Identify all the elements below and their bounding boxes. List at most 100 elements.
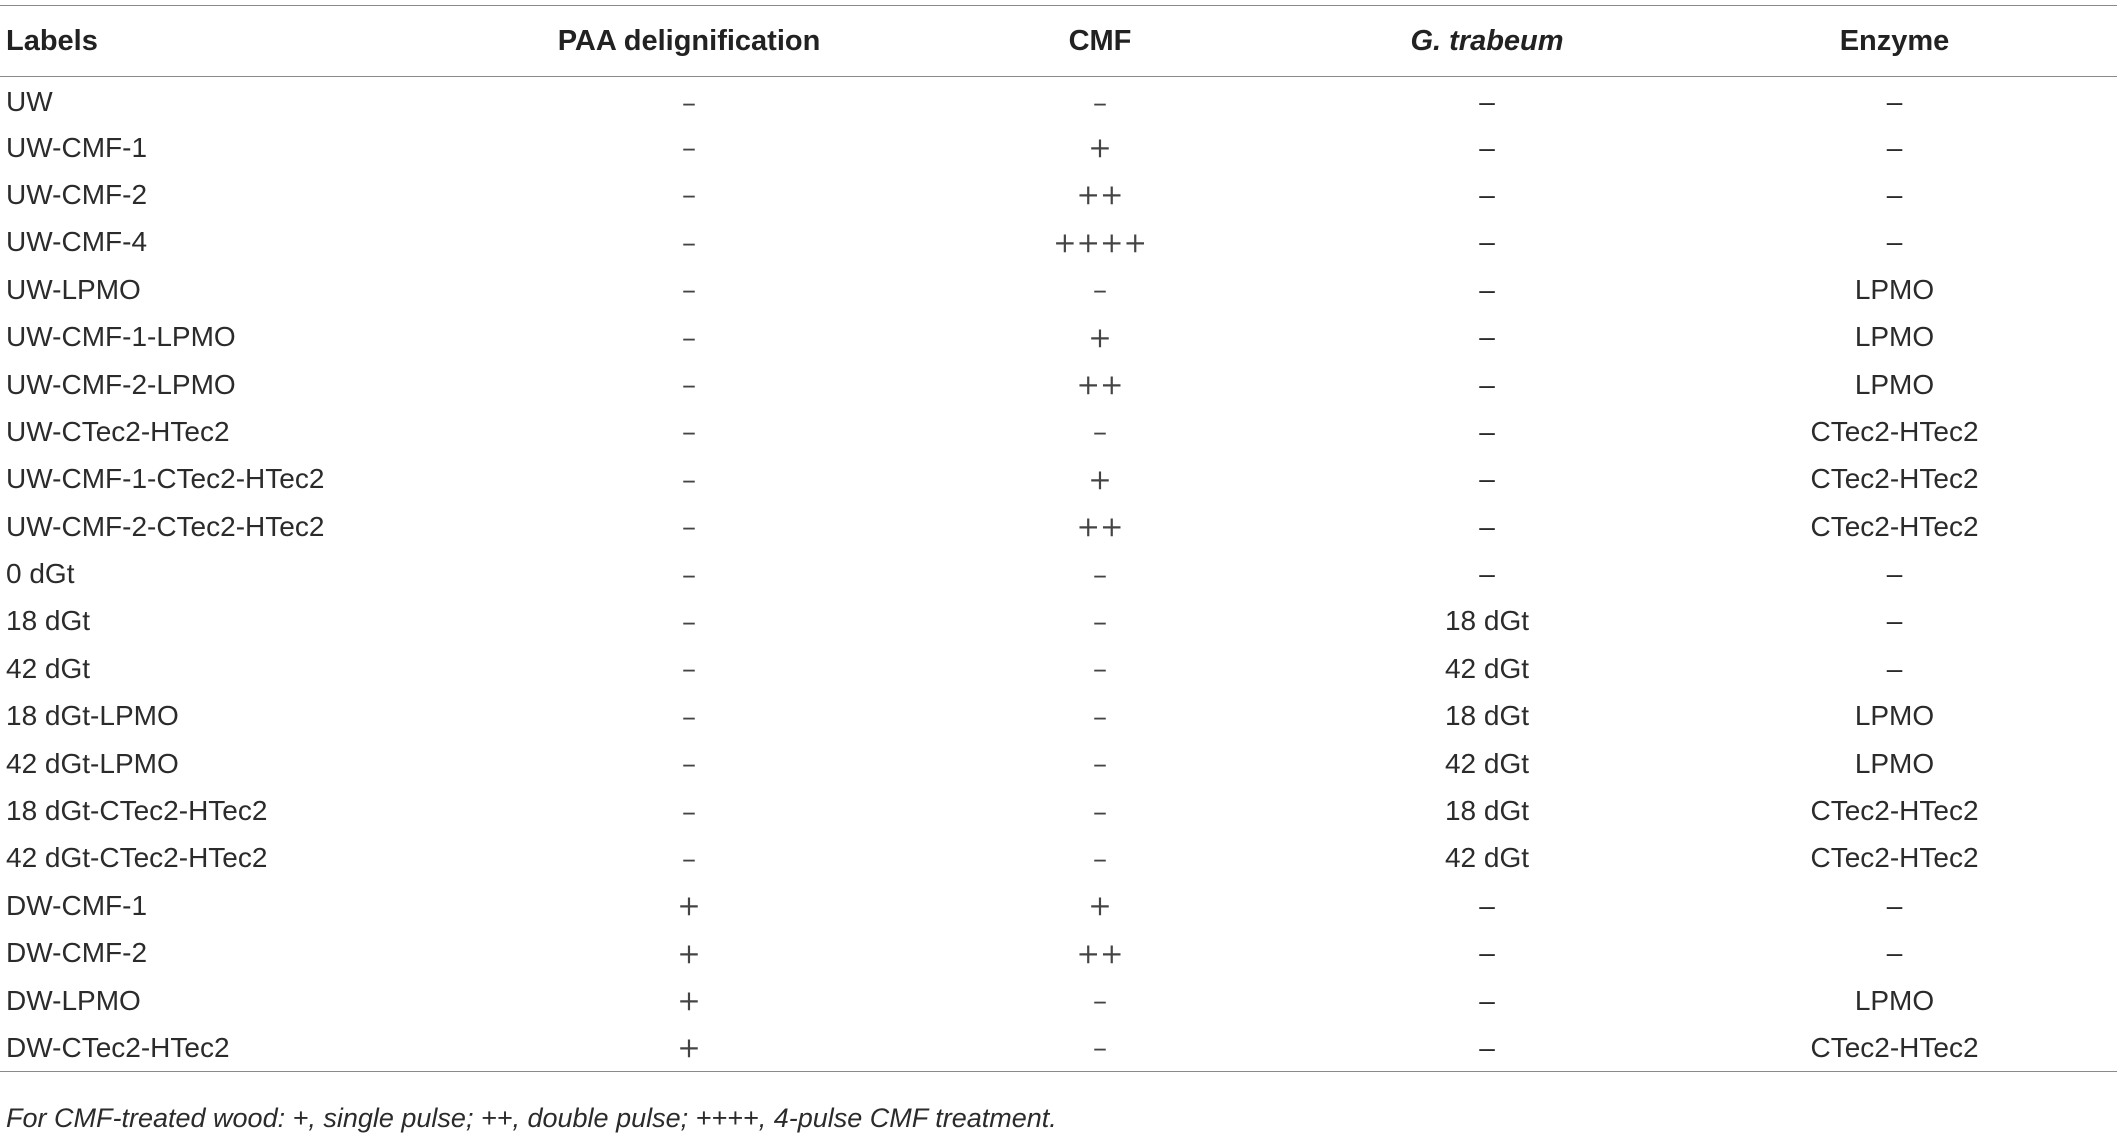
cell-enzyme: – [1886, 226, 1903, 258]
cell-label: DW-LPMO [6, 984, 141, 1016]
treatment-table-container: Labels PAA delignification CMF G. trabeu… [0, 5, 2117, 1072]
cell-g-trabeum: – [1479, 984, 1495, 1016]
cell-g-trabeum: – [1479, 415, 1495, 447]
cell-enzyme: CTec2-HTec2 [1810, 463, 1979, 495]
cell-cmf: – [1093, 841, 1107, 875]
cell-enzyme: – [1886, 86, 1903, 118]
cell-cmf: – [1093, 699, 1107, 733]
table-row: 42 dGt – – 42 dGt – [0, 645, 2117, 692]
table-row: UW-CMF-1 – + – – [0, 124, 2117, 171]
cell-paa: – [682, 604, 696, 638]
cell-g-trabeum: – [1479, 368, 1495, 400]
cell-label: 18 dGt-CTec2-HTec2 [6, 795, 268, 827]
cell-cmf: – [1093, 415, 1107, 449]
cell-cmf: – [1093, 747, 1107, 781]
cell-enzyme: LPMO [1854, 273, 1935, 305]
header-row: Labels PAA delignification CMF G. trabeu… [0, 5, 2117, 77]
table-row: UW-CMF-4 – ++++ – – [0, 219, 2117, 266]
cell-cmf: – [1093, 557, 1107, 591]
cell-enzyme: LPMO [1854, 321, 1935, 353]
cell-paa: + [677, 936, 701, 970]
cell-label: UW-CMF-1-LPMO [6, 321, 236, 353]
cell-label: UW-CMF-2 [6, 178, 148, 210]
cell-paa: – [682, 794, 696, 828]
cell-label: 42 dGt-CTec2-HTec2 [6, 842, 268, 874]
cell-cmf: ++ [1076, 368, 1124, 402]
cell-cmf: ++ [1076, 936, 1124, 970]
cell-enzyme: LPMO [1854, 747, 1935, 779]
cell-paa: + [677, 1031, 701, 1065]
header-paa-delignification: PAA delignification [557, 24, 821, 57]
cell-label: UW-CMF-1-CTec2-HTec2 [6, 463, 325, 495]
table-row: DW-LPMO + – – LPMO [0, 977, 2117, 1024]
table-row: UW-CMF-2 – ++ – – [0, 171, 2117, 218]
cell-enzyme: CTec2-HTec2 [1810, 795, 1979, 827]
cell-enzyme: – [1886, 937, 1903, 969]
cell-paa: – [682, 841, 696, 875]
cell-paa: – [682, 131, 696, 165]
cell-label: DW-CTec2-HTec2 [6, 1031, 230, 1063]
table-row: 18 dGt – – 18 dGt – [0, 598, 2117, 645]
cell-label: 18 dGt-LPMO [6, 700, 179, 732]
cell-enzyme: – [1886, 178, 1903, 210]
table-row: 0 dGt – – – – [0, 550, 2117, 597]
cell-paa: – [682, 699, 696, 733]
cell-g-trabeum: – [1479, 273, 1495, 305]
cell-paa: – [682, 85, 696, 119]
cell-g-trabeum: – [1479, 463, 1495, 495]
cell-enzyme: – [1886, 558, 1903, 590]
cell-g-trabeum: – [1479, 889, 1495, 921]
cell-enzyme: CTec2-HTec2 [1810, 842, 1979, 874]
cell-cmf: – [1093, 604, 1107, 638]
cell-g-trabeum: – [1479, 558, 1495, 590]
cell-paa: – [682, 747, 696, 781]
cell-g-trabeum: 42 dGt [1444, 842, 1530, 874]
table-row: 42 dGt-LPMO – – 42 dGt LPMO [0, 740, 2117, 787]
cell-g-trabeum: – [1479, 937, 1495, 969]
header-cmf: CMF [1068, 24, 1132, 57]
cell-label: UW-CMF-4 [6, 226, 148, 258]
cell-label: UW [6, 86, 53, 118]
cell-label: 42 dGt-LPMO [6, 747, 179, 779]
cell-paa: – [682, 415, 696, 449]
cell-label: DW-CMF-2 [6, 937, 148, 969]
cell-cmf: – [1093, 794, 1107, 828]
cell-label: DW-CMF-1 [6, 889, 148, 921]
header-labels: Labels [6, 24, 98, 57]
cell-paa: – [682, 225, 696, 259]
cell-cmf: – [1093, 273, 1107, 307]
table-row: UW-CMF-2-CTec2-HTec2 – ++ – CTec2-HTec2 [0, 503, 2117, 550]
cell-enzyme: LPMO [1854, 368, 1935, 400]
header-g-trabeum: G. trabeum [1410, 24, 1564, 57]
table-row: 18 dGt-LPMO – – 18 dGt LPMO [0, 693, 2117, 740]
cell-enzyme: CTec2-HTec2 [1810, 1031, 1979, 1063]
cell-g-trabeum: – [1479, 86, 1495, 118]
table-row: UW-CMF-2-LPMO – ++ – LPMO [0, 361, 2117, 408]
cell-cmf: ++ [1076, 510, 1124, 544]
cell-g-trabeum: 42 dGt [1444, 652, 1530, 684]
cell-enzyme: – [1886, 131, 1903, 163]
cell-cmf: – [1093, 85, 1107, 119]
cell-cmf: + [1088, 889, 1112, 923]
cell-g-trabeum: – [1479, 178, 1495, 210]
table-row: UW-LPMO – – – LPMO [0, 266, 2117, 313]
cell-paa: – [682, 320, 696, 354]
table-row: DW-CTec2-HTec2 + – – CTec2-HTec2 [0, 1024, 2117, 1072]
table-row: UW-CTec2-HTec2 – – – CTec2-HTec2 [0, 408, 2117, 455]
cell-enzyme: – [1886, 889, 1903, 921]
cell-label: 42 dGt [6, 652, 91, 684]
cell-label: 0 dGt [6, 558, 75, 590]
table-row: UW-CMF-1-LPMO – + – LPMO [0, 313, 2117, 360]
cell-paa: – [682, 273, 696, 307]
cell-enzyme: LPMO [1854, 700, 1935, 732]
cell-paa: – [682, 510, 696, 544]
cell-cmf: ++ [1076, 178, 1124, 212]
cell-label: UW-CMF-1 [6, 131, 148, 163]
cell-enzyme: – [1886, 652, 1903, 684]
cell-g-trabeum: – [1479, 510, 1495, 542]
cell-paa: – [682, 652, 696, 686]
table-row: UW-CMF-1-CTec2-HTec2 – + – CTec2-HTec2 [0, 456, 2117, 503]
cell-enzyme: – [1886, 605, 1903, 637]
cell-g-trabeum: 18 dGt [1444, 795, 1530, 827]
cell-enzyme: LPMO [1854, 984, 1935, 1016]
